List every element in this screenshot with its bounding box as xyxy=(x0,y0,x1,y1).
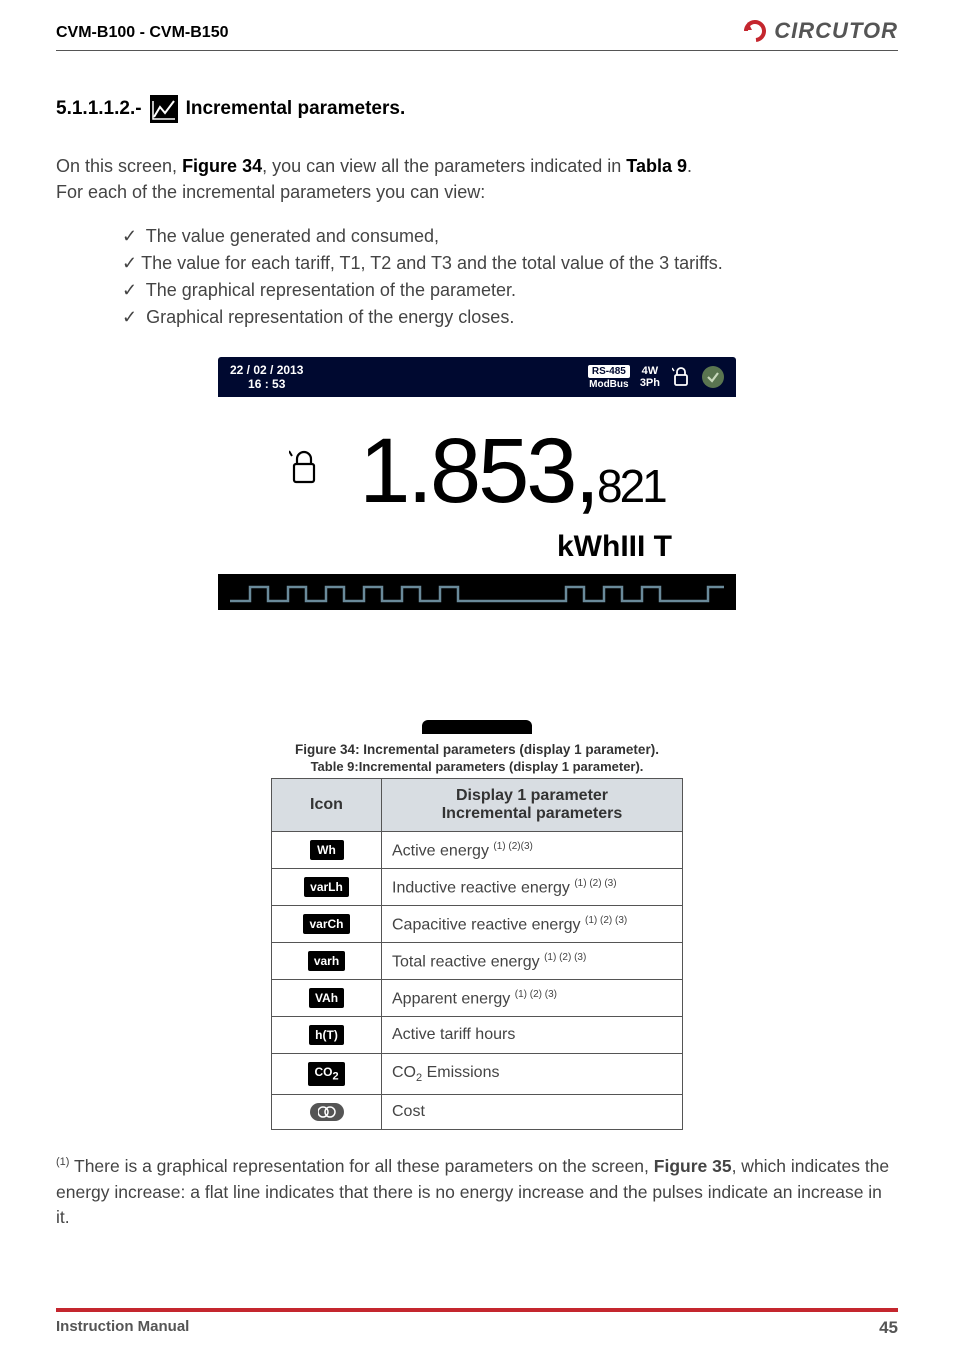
status-ok-icon xyxy=(702,366,724,388)
wiring-top: 4W xyxy=(640,365,660,378)
table-row: VAh Apparent energy (1) (2) (3) xyxy=(272,980,683,1017)
device-status-bar: 22 / 02 / 2013 16 : 53 RS-485 ModBus 4W … xyxy=(218,357,736,397)
icon-cost xyxy=(310,1103,344,1122)
check-icon: ✓ xyxy=(122,280,137,300)
param-label: Cost xyxy=(382,1094,683,1130)
section-number: 5.1.1.1.2.- xyxy=(56,98,142,120)
section-heading: 5.1.1.1.2.- Incremental parameters. xyxy=(56,95,898,123)
table-row: varLh Inductive reactive energy (1) (2) … xyxy=(272,869,683,906)
main-value: 1.853,821 xyxy=(359,419,665,524)
intro-suf: . xyxy=(687,156,692,176)
badge-bottom: ModBus xyxy=(588,379,630,390)
table-row: Cost xyxy=(272,1094,683,1130)
page-number: 45 xyxy=(879,1318,898,1338)
device-display: 22 / 02 / 2013 16 : 53 RS-485 ModBus 4W … xyxy=(218,357,736,734)
page-footer: Instruction Manual 45 xyxy=(56,1308,898,1338)
intro-mid: , you can view all the parameters indica… xyxy=(262,156,626,176)
brand-mark-icon xyxy=(742,18,770,44)
param-label: Total reactive energy (1) (2) (3) xyxy=(382,943,683,980)
main-unit: kWhIII T xyxy=(242,530,712,564)
list-item-label: Graphical representation of the energy c… xyxy=(146,307,514,327)
icon-ht: h(T) xyxy=(309,1025,344,1045)
footnote-number: (1) xyxy=(56,1157,69,1169)
table-row: Wh Active energy (1) (2)(3) xyxy=(272,832,683,869)
check-icon: ✓ xyxy=(122,226,137,246)
brand-name: CIRCUTOR xyxy=(774,18,898,44)
table-row: h(T) Active tariff hours xyxy=(272,1017,683,1054)
param-label: Apparent energy (1) (2) (3) xyxy=(382,980,683,1017)
pulse-graph xyxy=(218,574,736,610)
list-item-label: The value generated and consumed, xyxy=(146,226,439,246)
footnote-pre: There is a graphical representation for … xyxy=(69,1156,653,1176)
intro-pre: On this screen, xyxy=(56,156,182,176)
head-line2: Incremental parameters xyxy=(442,805,623,822)
col-icon: Icon xyxy=(272,779,382,832)
check-icon: ✓ xyxy=(122,253,137,273)
date: 22 / 02 / 2013 xyxy=(230,363,303,377)
table-row: CO2 CO2 Emissions xyxy=(272,1054,683,1094)
parameters-table: Icon Display 1 parameter Incremental par… xyxy=(271,778,683,1130)
table-row: varCh Capacitive reactive energy (1) (2)… xyxy=(272,906,683,943)
value-decimal: 821 xyxy=(597,459,665,513)
brand-logo: CIRCUTOR xyxy=(742,18,898,44)
list-item-label: The value for each tariff, T1, T2 and T3… xyxy=(141,253,723,273)
footer-title: Instruction Manual xyxy=(56,1318,189,1338)
time: 16 : 53 xyxy=(230,377,303,391)
footer-rule xyxy=(56,1308,898,1312)
figure-ref: Figure 34 xyxy=(182,156,262,176)
icon-wh: Wh xyxy=(310,840,344,860)
param-label: Capacitive reactive energy (1) (2) (3) xyxy=(382,906,683,943)
icon-vah: VAh xyxy=(309,988,344,1008)
table-row: varh Total reactive energy (1) (2) (3) xyxy=(272,943,683,980)
param-label: Active tariff hours xyxy=(382,1017,683,1054)
page-header: CVM-B100 - CVM-B150 CIRCUTOR xyxy=(56,18,898,51)
product-range: CVM-B100 - CVM-B150 xyxy=(56,18,228,42)
icon-varh: varh xyxy=(308,951,345,971)
device-handle xyxy=(422,720,532,734)
icon-co2: CO2 xyxy=(308,1062,344,1085)
lock-icon xyxy=(670,366,692,388)
list-item: ✓The value for each tariff, T1, T2 and T… xyxy=(122,250,898,277)
section-title: Incremental parameters. xyxy=(186,98,406,120)
checklist: ✓ The value generated and consumed, ✓The… xyxy=(122,223,898,331)
param-label: Inductive reactive energy (1) (2) (3) xyxy=(382,869,683,906)
list-item: ✓ The graphical representation of the pa… xyxy=(122,277,898,304)
list-item: ✓ The value generated and consumed, xyxy=(122,223,898,250)
wiring-bottom: 3Ph xyxy=(640,377,660,390)
figure-caption: Figure 34: Incremental parameters (displ… xyxy=(56,742,898,757)
device-main-area: 1.853,821 kWhIII T xyxy=(218,397,736,574)
icon-varch: varCh xyxy=(303,914,349,934)
col-param: Display 1 parameter Incremental paramete… xyxy=(382,779,683,832)
intro-line2: For each of the incremental parameters y… xyxy=(56,182,485,202)
param-label: Active energy (1) (2)(3) xyxy=(382,832,683,869)
check-icon: ✓ xyxy=(122,307,137,327)
value-integer: 1.853, xyxy=(359,419,597,524)
head-line1: Display 1 parameter xyxy=(456,787,608,804)
table-caption: Table 9:Incremental parameters (display … xyxy=(56,759,898,774)
footnote: (1) There is a graphical representation … xyxy=(56,1154,898,1230)
list-item-label: The graphical representation of the para… xyxy=(146,280,516,300)
consumed-lock-icon xyxy=(289,450,319,494)
icon-varlh: varLh xyxy=(304,877,349,897)
list-item: ✓ Graphical representation of the energy… xyxy=(122,304,898,331)
comm-badge: RS-485 ModBus xyxy=(588,365,630,390)
intro-paragraph: On this screen, Figure 34, you can view … xyxy=(56,153,898,205)
incremental-icon xyxy=(150,95,178,123)
datetime: 22 / 02 / 2013 16 : 53 xyxy=(230,363,303,392)
badge-top: RS-485 xyxy=(588,365,630,378)
footnote-figref: Figure 35 xyxy=(654,1156,732,1176)
wiring-info: 4W 3Ph xyxy=(640,365,660,390)
figure-34: 22 / 02 / 2013 16 : 53 RS-485 ModBus 4W … xyxy=(56,357,898,734)
param-label: CO2 Emissions xyxy=(382,1054,683,1094)
table-ref: Tabla 9 xyxy=(626,156,687,176)
